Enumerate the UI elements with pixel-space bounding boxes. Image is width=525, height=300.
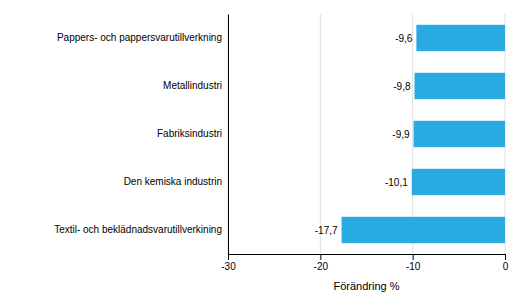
data-label: -9,6 bbox=[395, 33, 413, 44]
x-tick-label: -20 bbox=[314, 261, 329, 272]
x-tick-label: 0 bbox=[503, 261, 509, 272]
y-tick-label: Pappers- och pappersvarutillverkning bbox=[57, 32, 222, 43]
bar bbox=[342, 217, 505, 243]
x-axis-title: Förändring % bbox=[333, 280, 399, 292]
y-axis: Textil- och beklädnadsvarutillverkining D… bbox=[54, 15, 228, 255]
y-tick-label: Fabriksindustri bbox=[157, 128, 222, 139]
y-tick: Textil- och beklädnadsvarutillverkining bbox=[54, 224, 228, 235]
data-label: -17,7 bbox=[315, 225, 338, 236]
y-tick: Metallindustri bbox=[163, 80, 228, 91]
data-label: -9,8 bbox=[393, 81, 411, 92]
x-tick-mark bbox=[505, 254, 506, 260]
x-tick-label: -10 bbox=[406, 261, 421, 272]
x-tick: -20 bbox=[314, 254, 329, 272]
x-tick-mark bbox=[413, 254, 414, 260]
grid-line bbox=[228, 14, 229, 254]
x-tick: 0 bbox=[503, 254, 509, 272]
data-labels: -17,7 -10,1 -9,9 -9,8 -9,6 bbox=[315, 33, 413, 236]
grid-line bbox=[320, 14, 321, 254]
chart: -30 -20 -10 0 Textil- och beklädnadsvarutill… bbox=[0, 0, 525, 300]
x-tick-mark bbox=[228, 254, 229, 260]
x-axis: -30 -20 -10 0 bbox=[221, 254, 508, 272]
data-label: -9,9 bbox=[392, 129, 410, 140]
bars bbox=[342, 25, 505, 243]
plot: -30 -20 -10 0 Textil- och beklädnadsvarutill… bbox=[54, 14, 509, 292]
y-tick: Fabriksindustri bbox=[157, 128, 228, 139]
bar bbox=[416, 25, 505, 51]
y-tick-label: Metallindustri bbox=[163, 80, 222, 91]
y-axis-line bbox=[228, 15, 229, 255]
y-tick-label: Den kemiska industrin bbox=[124, 176, 222, 187]
bar bbox=[414, 121, 505, 147]
y-tick: Den kemiska industrin bbox=[124, 176, 228, 187]
x-tick-mark bbox=[320, 254, 321, 260]
data-label: -10,1 bbox=[385, 177, 408, 188]
x-tick-label: -30 bbox=[221, 261, 236, 272]
y-tick-label: Textil- och beklädnadsvarutillverkining bbox=[54, 224, 222, 235]
x-tick: -30 bbox=[221, 254, 236, 272]
grid bbox=[228, 14, 505, 254]
bar bbox=[412, 169, 505, 195]
y-tick: Pappers- och pappersvarutillverkning bbox=[57, 32, 228, 43]
x-tick: -10 bbox=[406, 254, 421, 272]
bar bbox=[415, 73, 505, 99]
x-axis-line bbox=[229, 255, 506, 261]
